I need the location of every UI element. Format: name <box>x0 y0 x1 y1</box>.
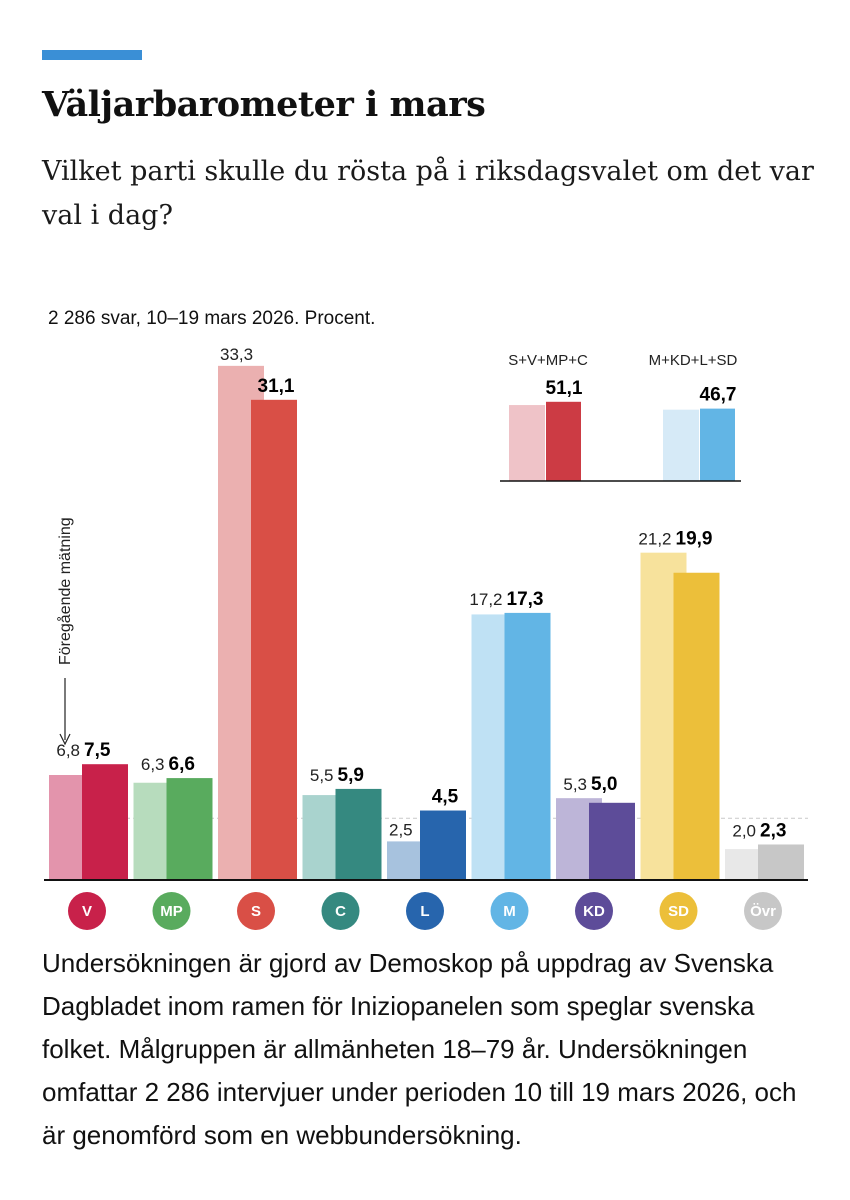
block-label-current: 51,1 <box>546 378 583 399</box>
bar-current <box>166 778 213 880</box>
block-bar-current <box>700 408 735 481</box>
party-badge <box>659 892 698 930</box>
party-label: KD <box>583 903 605 920</box>
block-bar-previous <box>663 409 699 481</box>
label-current: 4,5 <box>432 787 459 808</box>
party-label: V <box>82 903 92 920</box>
party-badge <box>68 892 106 930</box>
label-current: 5,0 <box>591 774 617 795</box>
label-previous: 6,3 <box>141 755 165 774</box>
label-current: 31,1 <box>258 376 295 397</box>
party-badge <box>152 892 191 930</box>
party-label: M <box>503 903 516 920</box>
bar-current <box>335 788 382 880</box>
label-current: 7,5 <box>84 740 111 761</box>
party-label: Övr <box>750 903 776 920</box>
label-previous: 17,2 <box>469 590 502 609</box>
chart-subtitle: Vilket parti skulle du rösta på i riksda… <box>42 156 814 231</box>
label-current: 5,9 <box>338 765 364 786</box>
party-label: S <box>251 903 261 920</box>
party-badge <box>406 892 444 930</box>
block-bar-current <box>546 401 581 481</box>
label-previous: 2,5 <box>389 820 413 839</box>
party-badge <box>744 892 782 930</box>
footnote: Undersökningen är gjord av Demoskop på u… <box>42 948 797 1150</box>
label-previous: 2,0 <box>732 821 756 840</box>
label-current: 19,9 <box>676 529 713 550</box>
annotation-arrowhead <box>59 733 71 746</box>
main-chart: 6,8 7,5 V 6,3 6,6 MP 33,3 31,1 S 5,5 5,9 C 2,5 4,5 L 17… <box>44 345 808 930</box>
party-badge <box>237 892 275 930</box>
label-previous: 5,3 <box>563 775 587 794</box>
chart-title: Väljarbarometer i mars <box>42 84 486 125</box>
block-label-current: 46,7 <box>700 385 737 406</box>
block-bar-previous <box>509 405 545 481</box>
label-previous: 33,3 <box>220 345 253 364</box>
block-name: S+V+MP+C <box>508 352 588 369</box>
bar-current <box>673 572 720 880</box>
block-chart: 51,1 S+V+MP+C 46,7 M+KD+L+SD <box>500 352 741 482</box>
party-label: SD <box>668 903 689 920</box>
party-label: MP <box>160 903 183 920</box>
accent-bar <box>42 50 142 60</box>
label-current: 6,6 <box>169 754 195 775</box>
party-badge <box>490 892 529 930</box>
bar-current <box>758 844 804 880</box>
label-current: 17,3 <box>507 589 544 610</box>
party-badge <box>575 892 613 930</box>
bar-current <box>82 764 128 880</box>
label-previous: 5,5 <box>310 766 334 785</box>
source-line: 2 286 svar, 10–19 mars 2026. Procent. <box>48 308 376 329</box>
block-name: M+KD+L+SD <box>649 352 738 369</box>
party-badge <box>321 892 360 930</box>
label-current: 2,3 <box>760 820 786 841</box>
label-previous: 21,2 <box>638 530 671 549</box>
party-bar-chart: 6,8 7,5 V 6,3 6,6 MP 33,3 31,1 S 5,5 5,9 C 2,5 4,5 L 17… <box>44 345 808 930</box>
bar-current <box>589 802 635 880</box>
party-label: C <box>335 903 346 920</box>
party-label: L <box>420 903 429 920</box>
bar-current <box>504 612 551 880</box>
previous-measurement-note: Föregående mätning <box>56 517 74 665</box>
bar-current <box>251 399 297 880</box>
bar-current <box>420 810 466 880</box>
label-previous: 6,8 <box>56 741 80 760</box>
